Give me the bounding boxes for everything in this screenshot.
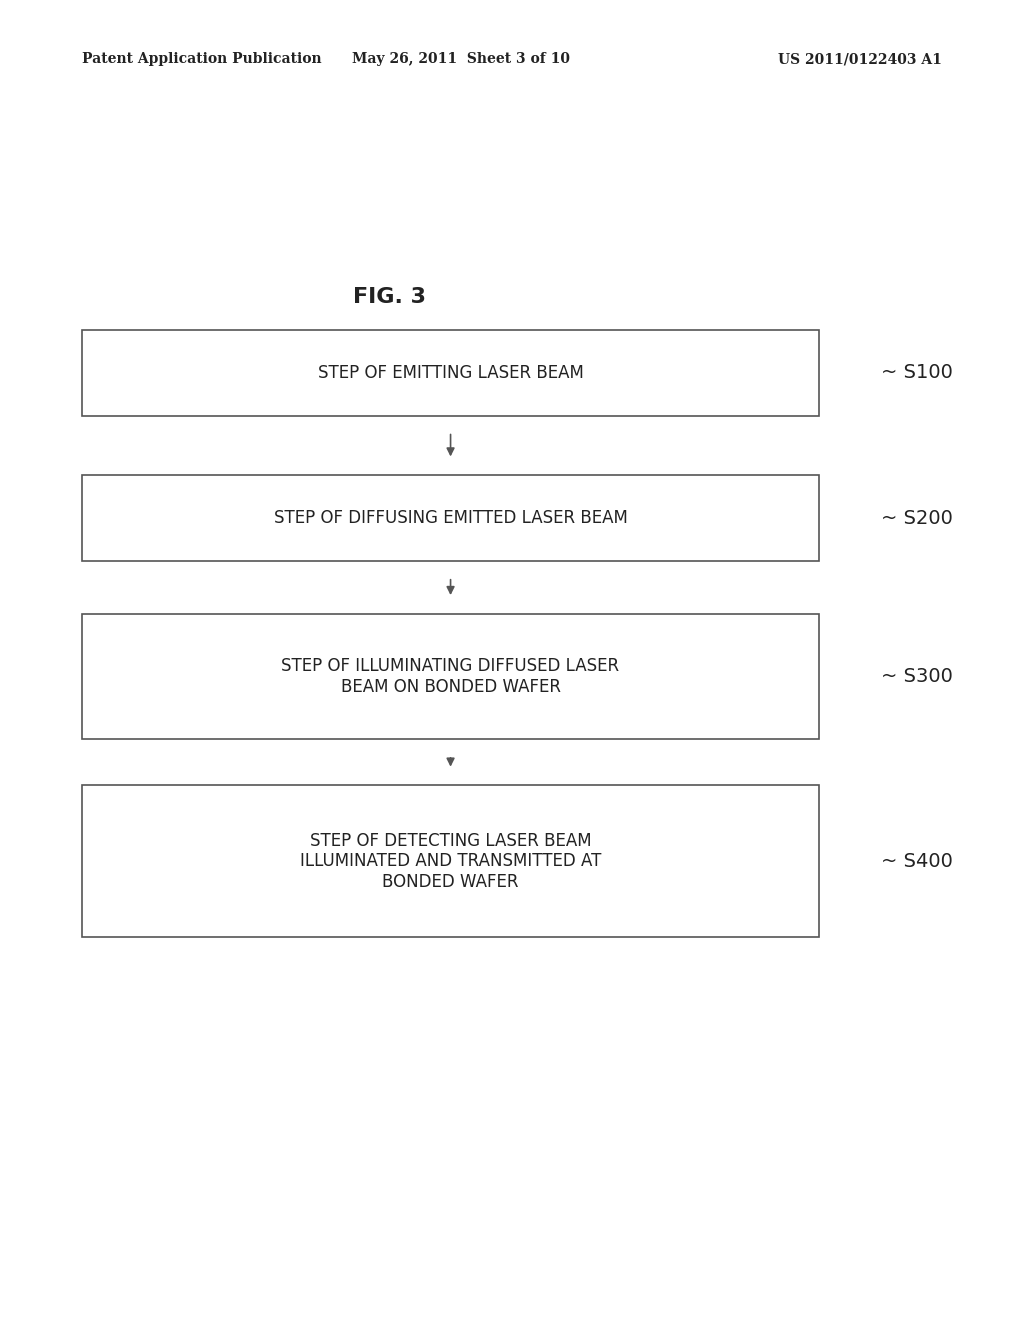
- Text: US 2011/0122403 A1: US 2011/0122403 A1: [778, 53, 942, 66]
- Text: ~ S200: ~ S200: [881, 508, 952, 528]
- Text: STEP OF DETECTING LASER BEAM
ILLUMINATED AND TRANSMITTED AT
BONDED WAFER: STEP OF DETECTING LASER BEAM ILLUMINATED…: [300, 832, 601, 891]
- Text: STEP OF ILLUMINATING DIFFUSED LASER
BEAM ON BONDED WAFER: STEP OF ILLUMINATING DIFFUSED LASER BEAM…: [282, 657, 620, 696]
- FancyBboxPatch shape: [82, 785, 819, 937]
- FancyBboxPatch shape: [82, 475, 819, 561]
- Text: Patent Application Publication: Patent Application Publication: [82, 53, 322, 66]
- FancyBboxPatch shape: [82, 330, 819, 416]
- Text: ~ S100: ~ S100: [881, 363, 952, 383]
- Text: May 26, 2011  Sheet 3 of 10: May 26, 2011 Sheet 3 of 10: [352, 53, 569, 66]
- Text: STEP OF DIFFUSING EMITTED LASER BEAM: STEP OF DIFFUSING EMITTED LASER BEAM: [273, 510, 628, 527]
- Text: STEP OF EMITTING LASER BEAM: STEP OF EMITTING LASER BEAM: [317, 364, 584, 381]
- Text: FIG. 3: FIG. 3: [352, 286, 426, 308]
- Text: ~ S400: ~ S400: [881, 851, 952, 871]
- FancyBboxPatch shape: [82, 614, 819, 739]
- Text: ~ S300: ~ S300: [881, 667, 952, 686]
